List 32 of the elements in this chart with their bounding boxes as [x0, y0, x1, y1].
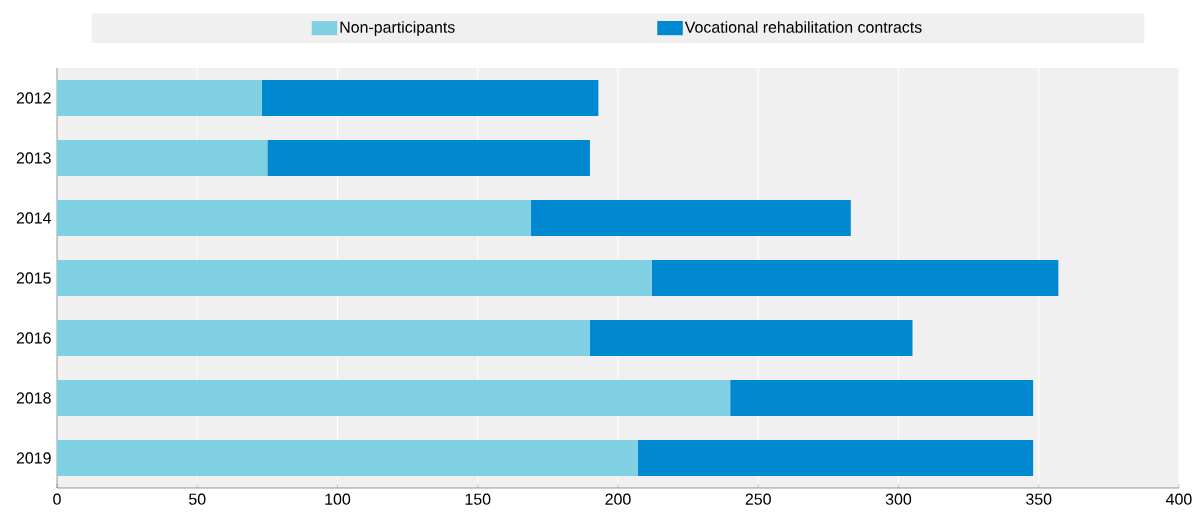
bar [261, 80, 599, 116]
y-tick-label: 2019 [16, 452, 51, 464]
bar [57, 320, 590, 356]
bar [57, 80, 262, 116]
bar [531, 200, 851, 236]
bar [57, 440, 638, 476]
bar [651, 260, 1059, 296]
x-tick-label: 150 [465, 493, 491, 505]
x-tick-label: 300 [885, 493, 912, 505]
bar [589, 320, 913, 356]
bar [637, 440, 1034, 476]
bar [57, 260, 652, 296]
x-tick-label: 200 [605, 493, 631, 505]
y-tick-label: 2013 [16, 152, 51, 164]
y-tick-label: 2018 [16, 392, 51, 404]
y-tick-label: 2012 [16, 92, 51, 104]
legend-label: Vocational rehabilitation contracts [684, 21, 922, 33]
x-tick-label: 250 [745, 493, 771, 505]
y-tick-label: 2015 [16, 272, 51, 284]
bar [57, 200, 532, 236]
x-tick-label: 400 [1166, 493, 1192, 505]
x-tick-label: 100 [325, 493, 351, 505]
y-tick-label: 2014 [16, 212, 52, 224]
bar [730, 380, 1034, 416]
x-tick-label: 0 [53, 493, 61, 505]
x-tick-label: 50 [189, 493, 206, 505]
x-tick-label: 350 [1026, 493, 1052, 505]
y-tick-label: 2016 [16, 332, 51, 344]
bar [57, 380, 731, 416]
legend-label: Non-participants [340, 21, 455, 36]
bar [57, 140, 268, 176]
bar [267, 140, 590, 176]
